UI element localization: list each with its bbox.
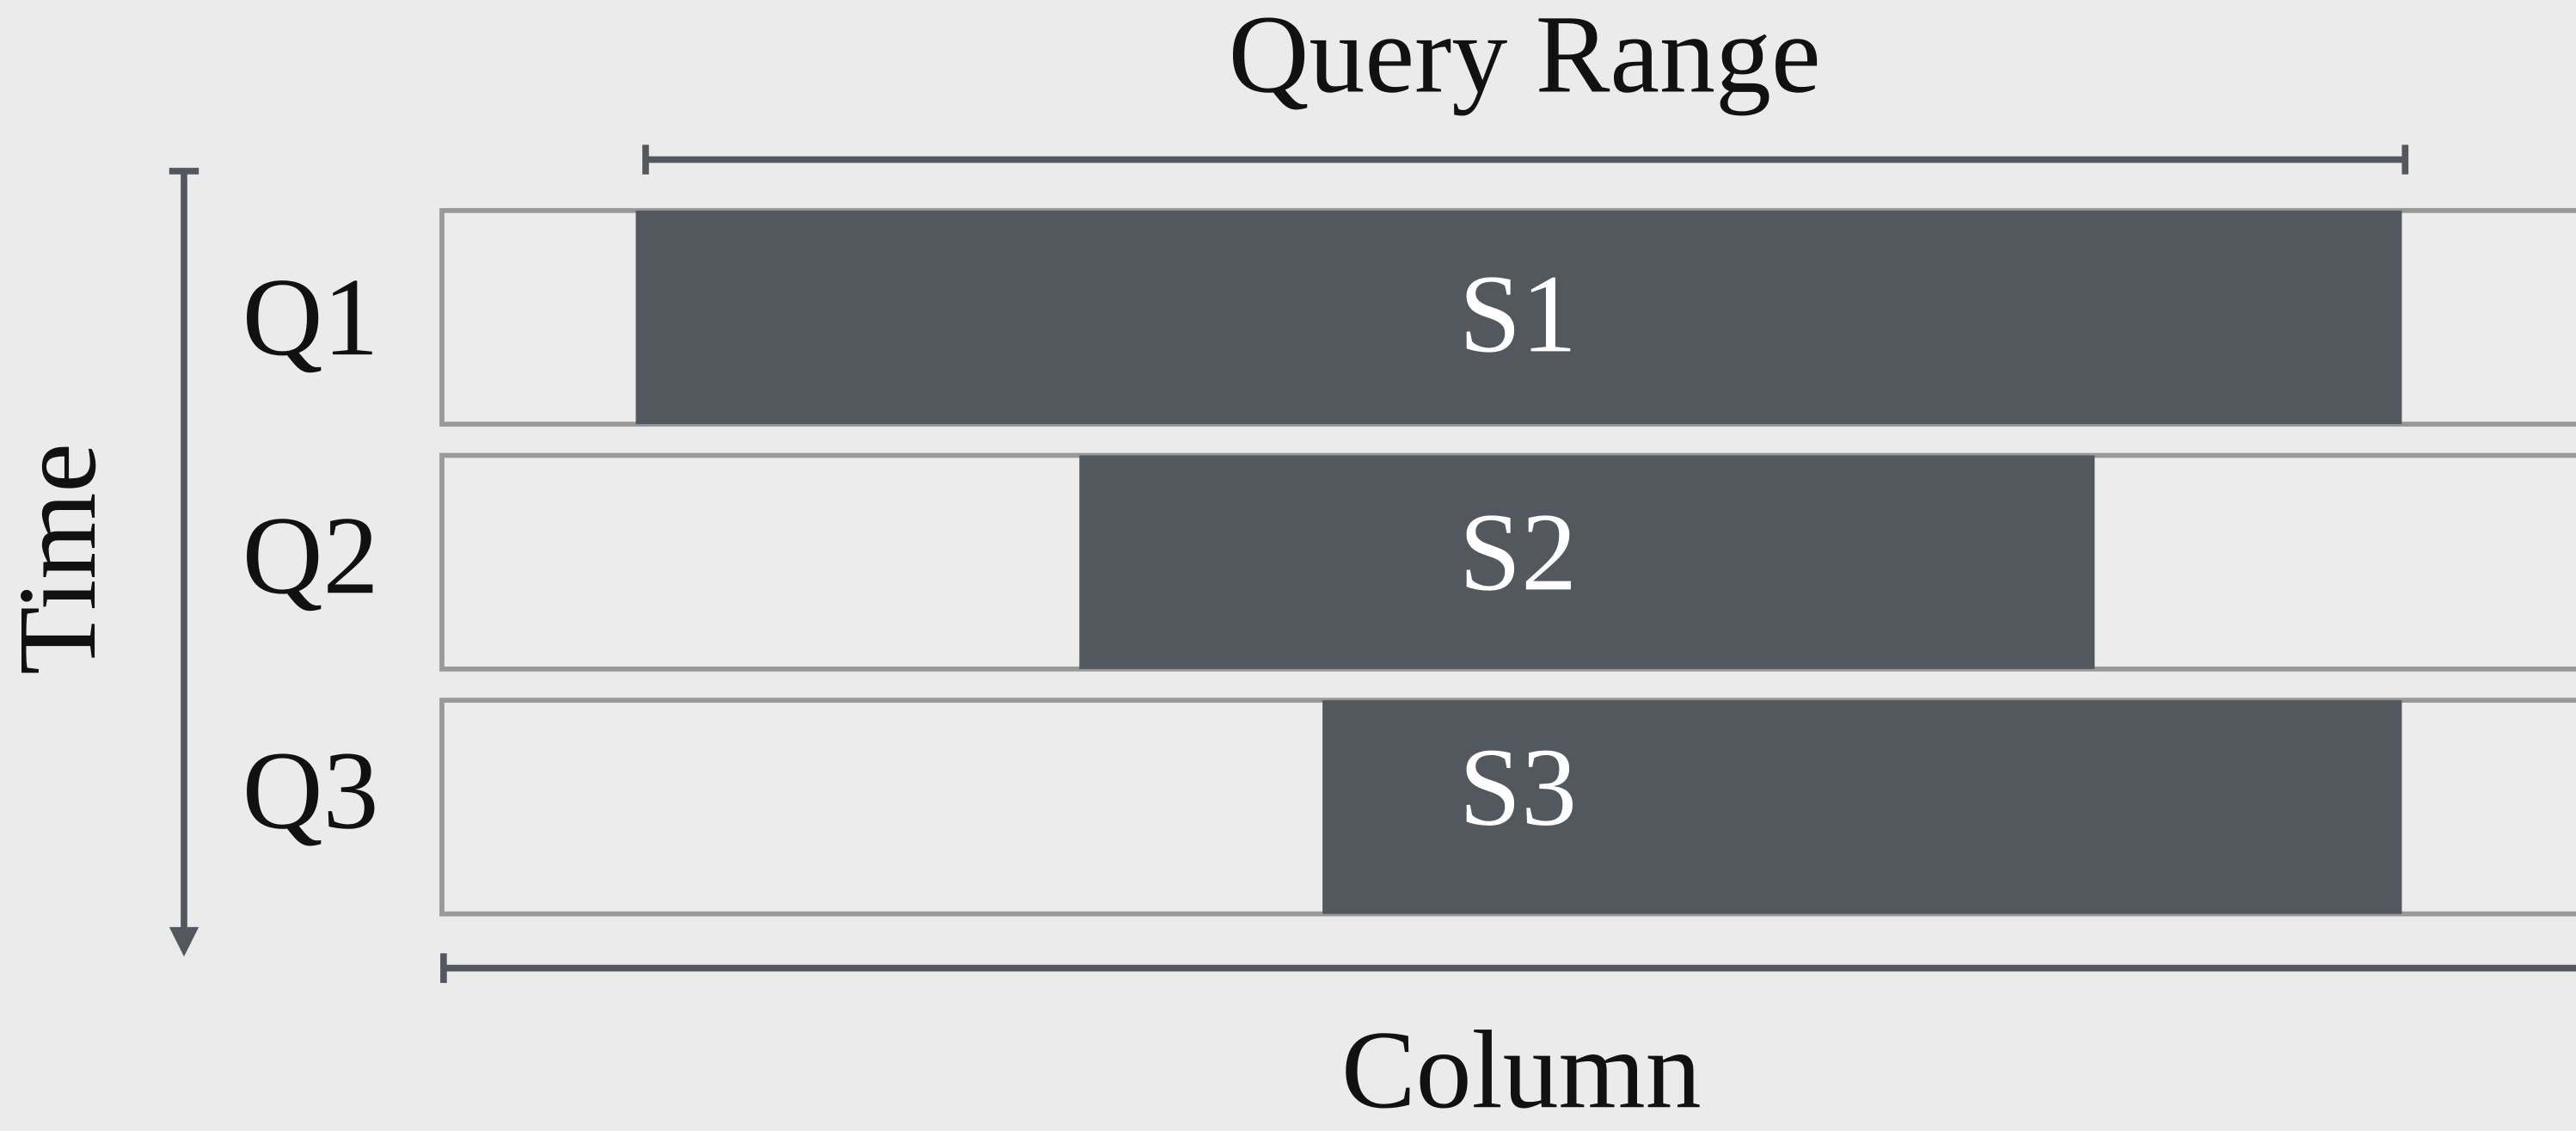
row-label: Q3 (242, 728, 379, 852)
segment-label: S3 (1459, 726, 1577, 850)
segment-label: S2 (1459, 490, 1577, 614)
row: S2 Q2 (242, 452, 2576, 672)
time-axis (169, 168, 199, 957)
row-label: Q1 (242, 255, 379, 379)
segment-label: S1 (1459, 252, 1577, 376)
column-axis (440, 953, 2576, 983)
query-range-bracket (642, 144, 2409, 175)
row: S3 Q3 (242, 698, 2576, 917)
y-axis-label: Time (0, 443, 120, 675)
segment (635, 210, 2402, 425)
row-label: Q2 (242, 494, 379, 618)
segment (1079, 455, 2095, 669)
title: Query Range (1229, 0, 1821, 116)
segment (1322, 700, 2402, 914)
x-axis-label: Column (1341, 1008, 1702, 1131)
row: S1 Q1 (242, 207, 2576, 427)
